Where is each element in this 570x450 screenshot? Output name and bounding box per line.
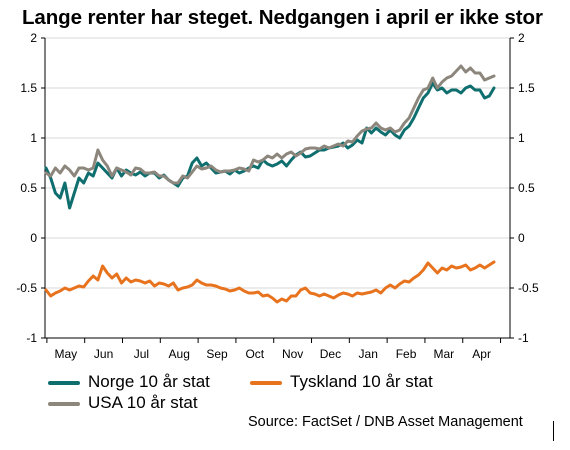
x-tick-label: Oct [245, 347, 264, 361]
y-tick-label-right: 1.5 [518, 81, 535, 95]
x-axis-ticks: May Jun Jul Aug Sep Oct Nov Dec Jan Feb Mar Apr [46, 338, 502, 361]
x-tick-label: Jun [94, 347, 113, 361]
legend-label-usa: USA 10 år stat [88, 393, 198, 412]
x-tick-label: Jul [134, 347, 149, 361]
y-axis-left-ticks: 2 1.5 1 0.5 0 -0.5 -1 [16, 31, 37, 345]
x-tick-label: Jan [359, 347, 378, 361]
y-tick-label-right: 2 [518, 31, 525, 45]
legend-item-usa: USA 10 år stat [48, 393, 198, 413]
legend-swatch-usa [48, 401, 80, 406]
y-tick-label-left: 0 [30, 231, 37, 245]
source-note: Source: FactSet / DNB Asset Management [248, 414, 523, 430]
x-tick-label: Aug [169, 347, 190, 361]
y-tick-label-right: -1 [518, 331, 529, 345]
y-tick-label-left: 1 [30, 131, 37, 145]
y-tick-label-right: -0.5 [518, 281, 539, 295]
y-tick-label-left: 1.5 [20, 81, 37, 95]
legend-item-tyskland: Tyskland 10 år stat [250, 372, 433, 392]
y-tick-label-right: 0.5 [518, 181, 535, 195]
legend-label-norge: Norge 10 år stat [88, 372, 210, 391]
y-tick-label-left: -0.5 [16, 281, 37, 295]
legend-swatch-norge [48, 380, 80, 385]
y-axis-right-ticks: 2 1.5 1 0.5 0 -0.5 -1 [518, 31, 539, 345]
x-tick-label: May [54, 347, 77, 361]
y-tick-label-right: 1 [518, 131, 525, 145]
x-tick-label: Nov [282, 347, 303, 361]
y-tick-label-left: 2 [30, 31, 37, 45]
y-tick-label-left: 0.5 [20, 181, 37, 195]
legend-swatch-tyskland [250, 380, 282, 385]
x-tick-label: Mar [434, 347, 455, 361]
legend-label-tyskland: Tyskland 10 år stat [290, 372, 433, 391]
x-tick-label: Sep [206, 347, 228, 361]
x-tick-label: Dec [320, 347, 341, 361]
text-cursor [553, 421, 554, 441]
series-line-tyskland [44, 260, 496, 304]
series-line-usa [44, 64, 496, 185]
y-tick-label-right: 0 [518, 231, 525, 245]
legend-item-norge: Norge 10 år stat [48, 372, 210, 392]
x-tick-label: Feb [396, 347, 417, 361]
y-tick-label-left: -1 [26, 331, 37, 345]
chart-title: Lange renter har steget. Nedgangen i apr… [22, 6, 543, 29]
series-lines [44, 64, 496, 304]
series-line-norge [44, 81, 496, 210]
x-tick-label: Apr [472, 347, 491, 361]
